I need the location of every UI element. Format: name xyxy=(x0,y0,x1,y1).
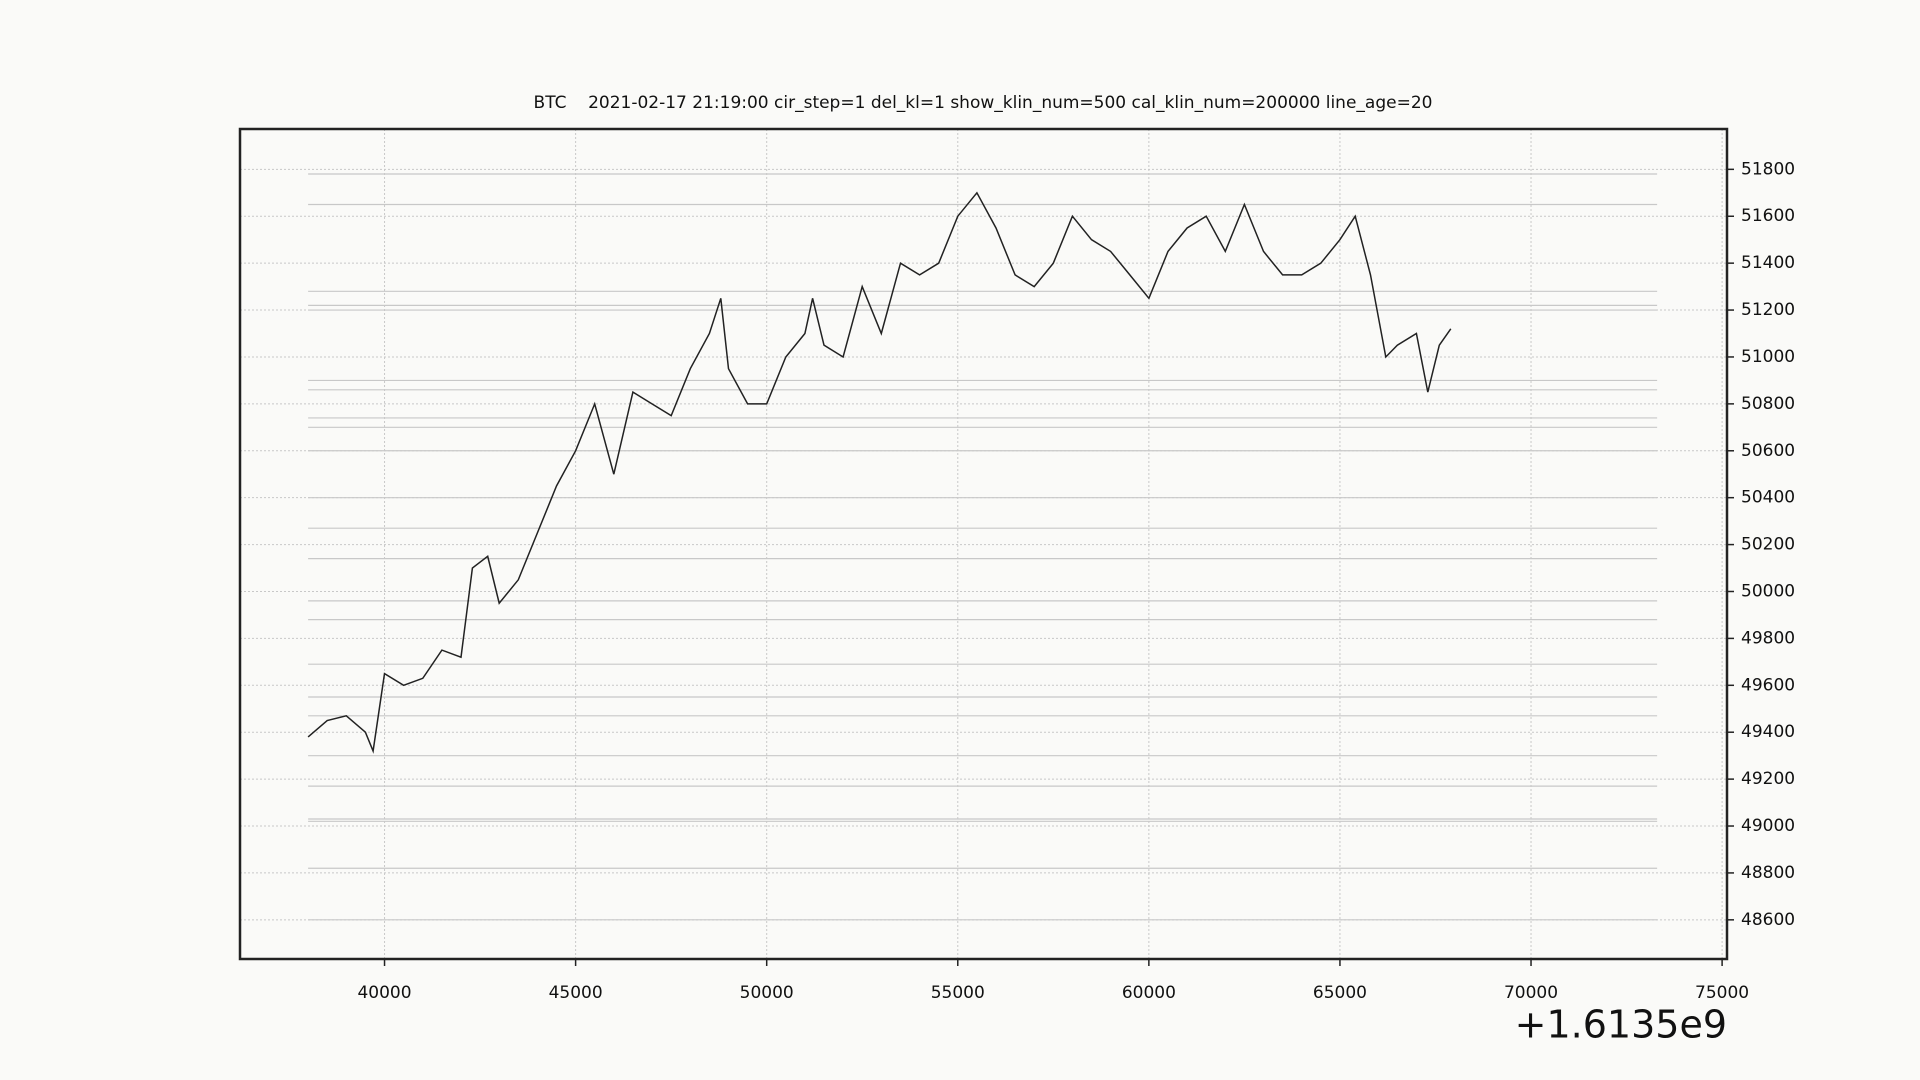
y-tick-label: 49000 xyxy=(1741,816,1795,836)
chart-title: BTC 2021-02-17 21:19:00 cir_step=1 del_k… xyxy=(534,93,1433,113)
x-tick-label: 60000 xyxy=(1122,983,1176,1003)
x-tick-label: 75000 xyxy=(1695,983,1749,1003)
y-tick-label: 51600 xyxy=(1741,206,1795,226)
y-tick-label: 49200 xyxy=(1741,769,1795,789)
x-tick-label: 65000 xyxy=(1313,983,1367,1003)
y-tick-label: 51200 xyxy=(1741,300,1795,320)
y-tick-label: 50400 xyxy=(1741,488,1795,508)
y-tick-label: 50200 xyxy=(1741,535,1795,555)
x-tick-label: 45000 xyxy=(549,983,603,1003)
x-tick-label: 70000 xyxy=(1504,983,1558,1003)
y-tick-label: 51000 xyxy=(1741,347,1795,367)
y-tick-label: 50600 xyxy=(1741,441,1795,461)
y-tick-label: 48800 xyxy=(1741,863,1795,883)
x-tick-label: 55000 xyxy=(931,983,985,1003)
y-tick-label: 49600 xyxy=(1741,675,1795,695)
y-tick-label: 50000 xyxy=(1741,581,1795,601)
y-tick-label: 51800 xyxy=(1741,159,1795,179)
x-offset-label: +1.6135e9 xyxy=(1515,1003,1727,1047)
y-tick-label: 51400 xyxy=(1741,253,1795,273)
y-tick-label: 48600 xyxy=(1741,910,1795,930)
x-tick-label: 40000 xyxy=(357,983,411,1003)
plot-frame xyxy=(238,127,1729,961)
y-tick-label: 50800 xyxy=(1741,394,1795,414)
price-line xyxy=(307,191,1452,754)
y-tick-label: 49400 xyxy=(1741,722,1795,742)
y-tick-label: 49800 xyxy=(1741,628,1795,648)
x-tick-label: 50000 xyxy=(740,983,794,1003)
